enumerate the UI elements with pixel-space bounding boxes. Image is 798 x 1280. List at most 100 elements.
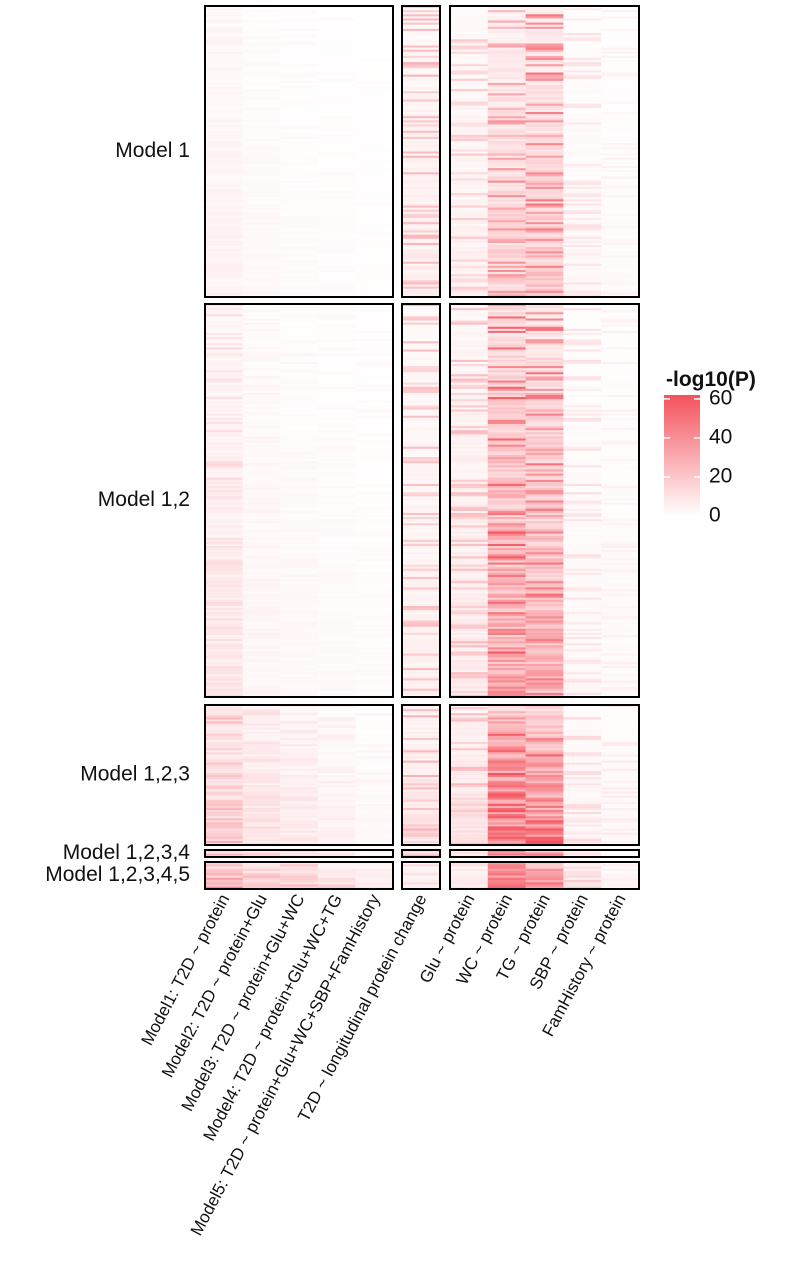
heatmap-cell	[280, 282, 319, 285]
heatmap-cell	[563, 725, 602, 729]
heatmap-cell	[450, 245, 489, 248]
heatmap-cell	[563, 245, 602, 248]
heatmap-cell	[487, 601, 526, 605]
heatmap-cell	[242, 304, 281, 307]
heatmap-cell	[487, 157, 526, 161]
heatmap-cell	[355, 597, 394, 601]
heatmap-cell	[402, 442, 441, 446]
heatmap-cell	[242, 465, 281, 468]
heatmap-cell	[205, 304, 243, 307]
heatmap-cell	[487, 368, 526, 371]
heatmap-cell	[563, 649, 602, 652]
heatmap-cell	[355, 446, 394, 450]
heatmap-cell	[563, 199, 602, 202]
heatmap-cell	[205, 587, 243, 590]
heatmap-cell	[355, 392, 394, 396]
heatmap-cell	[563, 66, 602, 69]
heatmap-cell	[242, 218, 281, 221]
heatmap-cell	[487, 871, 526, 874]
heatmap-cell	[563, 442, 602, 446]
heatmap-cell	[601, 308, 640, 311]
heatmap-cell	[563, 678, 602, 681]
heatmap-cell	[450, 434, 489, 437]
heatmap-cell	[450, 423, 489, 427]
heatmap-cell	[242, 463, 281, 466]
heatmap-cell	[402, 510, 441, 514]
heatmap-cell	[563, 558, 602, 561]
heatmap-cell	[487, 498, 526, 501]
heatmap-cell	[242, 64, 281, 67]
heatmap-cell	[487, 155, 526, 159]
heatmap-cell	[563, 349, 602, 352]
heatmap-cell	[563, 668, 602, 671]
heatmap-cell	[317, 875, 356, 879]
heatmap-cell	[242, 384, 281, 388]
heatmap-cell	[450, 781, 489, 784]
heatmap-cell	[317, 442, 356, 446]
heatmap-cell	[205, 850, 243, 853]
heatmap-cell	[563, 873, 602, 876]
heatmap-cell	[242, 589, 281, 592]
heatmap-cell	[601, 234, 640, 238]
heatmap-cell	[450, 33, 489, 36]
heatmap-cell	[242, 180, 281, 184]
heatmap-cell	[525, 630, 564, 634]
heatmap-cell	[487, 452, 526, 456]
heatmap-cell	[563, 284, 602, 288]
heatmap-cell	[355, 157, 394, 161]
heatmap-cell	[355, 440, 394, 443]
heatmap-cell	[355, 361, 394, 365]
heatmap-cell	[205, 182, 243, 186]
heatmap-cell	[205, 280, 243, 283]
heatmap-cell	[402, 124, 441, 127]
heatmap-cell	[525, 28, 564, 32]
heatmap-cell	[205, 612, 243, 615]
heatmap-cell	[487, 826, 526, 829]
heatmap-cell	[402, 218, 441, 221]
heatmap-cell	[317, 803, 356, 807]
heatmap-cell	[525, 814, 564, 817]
heatmap-cell	[205, 6, 243, 9]
heatmap-cell	[280, 405, 319, 408]
heatmap-cell	[525, 556, 564, 559]
heatmap-cell	[242, 107, 281, 111]
heatmap-cell	[242, 626, 281, 630]
heatmap-cell	[487, 89, 526, 92]
heatmap-cell	[525, 603, 564, 607]
heatmap-cell	[450, 558, 489, 561]
heatmap-cell	[317, 469, 356, 472]
heatmap-cell	[205, 57, 243, 61]
heatmap-cell	[280, 107, 319, 111]
heatmap-cell	[402, 116, 441, 119]
heatmap-cell	[450, 128, 489, 132]
heatmap-cell	[563, 195, 602, 198]
heatmap-cell	[601, 434, 640, 437]
heatmap-cell	[242, 560, 281, 563]
heatmap-cell	[601, 349, 640, 352]
heatmap-cell	[205, 799, 243, 803]
heatmap-cell	[450, 318, 489, 321]
heatmap-cell	[601, 134, 640, 138]
heatmap-cell	[205, 16, 243, 19]
heatmap-cell	[355, 459, 394, 462]
heatmap-cell	[563, 622, 602, 626]
heatmap-cell	[487, 335, 526, 338]
heatmap-cell	[317, 871, 356, 874]
heatmap-cell	[601, 688, 640, 692]
heatmap-cell	[280, 826, 319, 829]
heatmap-cell	[450, 589, 489, 592]
heatmap-cell	[242, 366, 281, 369]
heatmap-cell	[450, 161, 489, 165]
heatmap-cell	[317, 502, 356, 506]
heatmap-cell	[601, 801, 640, 805]
heatmap-cell	[450, 444, 489, 448]
heatmap-cell	[242, 242, 281, 246]
heatmap-cell	[355, 428, 394, 431]
heatmap-cell	[280, 657, 319, 661]
heatmap-cell	[563, 793, 602, 796]
heatmap-cell	[525, 284, 564, 288]
heatmap-cell	[242, 139, 281, 142]
heatmap-cell	[563, 467, 602, 470]
heatmap-cell	[450, 314, 489, 317]
heatmap-cell	[525, 405, 564, 408]
